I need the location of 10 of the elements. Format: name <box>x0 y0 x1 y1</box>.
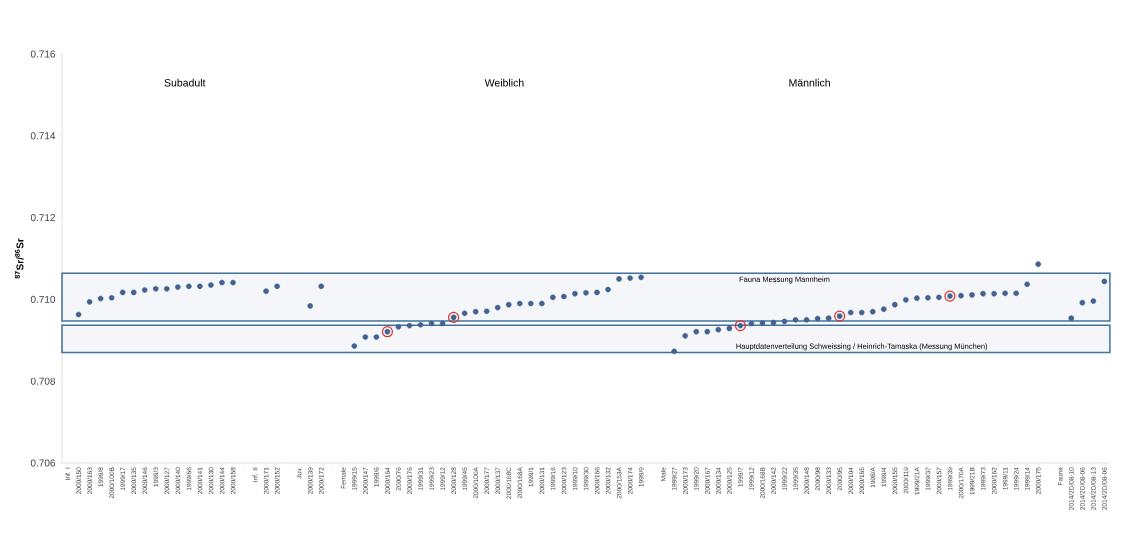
annotation: Subadult <box>164 78 206 87</box>
y-tick-label: 0.708 <box>30 377 56 385</box>
y-tick-label: 0.706 <box>30 459 56 467</box>
text: $^{87}$Sr/$^{86}$Sr <box>14 238 24 279</box>
y-tick-label: 0.710 <box>30 295 56 303</box>
y-tick-label: 0.714 <box>30 132 56 140</box>
annotation: Männlich <box>789 78 830 87</box>
annotation: Weiblich <box>484 78 524 87</box>
y-tick-label: 0.716 <box>30 50 56 58</box>
y-tick-label: 0.712 <box>30 214 55 222</box>
